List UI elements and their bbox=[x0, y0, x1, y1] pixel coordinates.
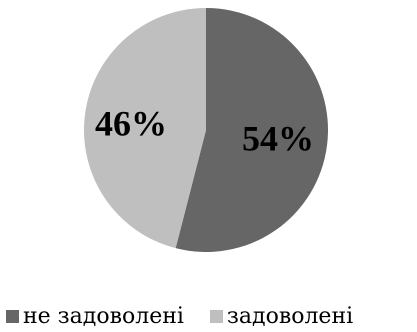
pie-slices bbox=[84, 8, 329, 252]
legend-item-ne-zadovoleni: не задоволені bbox=[6, 304, 184, 329]
legend-label-zadovoleni: задоволені bbox=[226, 304, 354, 329]
legend-swatch-ne-zadovoleni bbox=[6, 310, 19, 323]
legend-label-ne-zadovoleni: не задоволені bbox=[23, 304, 184, 329]
pie-slice-label-0: 54% bbox=[242, 118, 314, 158]
legend: не задоволені задоволені bbox=[6, 304, 353, 329]
pie-slice-label-1: 46% bbox=[95, 103, 167, 143]
pie-slice-0 bbox=[175, 8, 329, 252]
pie-slice-1 bbox=[84, 8, 206, 249]
legend-item-zadovoleni: задоволені bbox=[209, 304, 354, 329]
legend-swatch-zadovoleni bbox=[209, 310, 223, 323]
pie-slice-labels: 54% 46% bbox=[95, 103, 314, 158]
